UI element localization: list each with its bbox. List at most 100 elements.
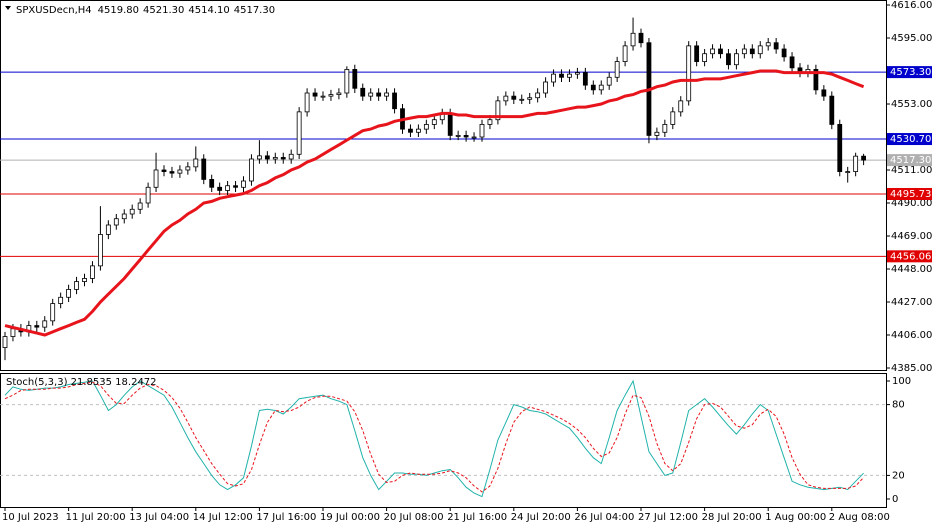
y-tick-label: 4490.00 bbox=[891, 198, 932, 209]
candle-body bbox=[741, 48, 747, 55]
candle-body bbox=[408, 128, 413, 133]
candle-body bbox=[487, 119, 493, 125]
candle-body bbox=[662, 124, 668, 133]
candle-body bbox=[82, 278, 87, 282]
candle-body bbox=[384, 92, 390, 97]
y-tick-label: 20 bbox=[892, 470, 905, 481]
candle-body bbox=[10, 328, 16, 337]
level-label: 4530.70 bbox=[890, 134, 931, 145]
candle-body bbox=[121, 213, 127, 220]
candle-body bbox=[368, 92, 374, 97]
candle-body bbox=[129, 208, 135, 215]
indicator-title: Stoch(5,3,3) 21.8535 18.2472 bbox=[6, 377, 157, 388]
candle-body bbox=[256, 155, 262, 160]
candle-body bbox=[360, 87, 366, 97]
candle-body bbox=[471, 136, 477, 139]
y-tick-label: 4448.00 bbox=[891, 264, 932, 275]
candle-body bbox=[169, 171, 175, 174]
x-tick-label: 24 Jul 20:00 bbox=[511, 512, 571, 523]
candle-body bbox=[718, 48, 723, 55]
level-label: 4495.73 bbox=[890, 189, 931, 200]
x-tick-label: 21 Jul 16:00 bbox=[447, 512, 507, 523]
candle-body bbox=[161, 169, 167, 172]
level-label-box bbox=[887, 250, 932, 263]
candle-body bbox=[328, 94, 334, 97]
candle-body bbox=[241, 180, 246, 188]
x-tick-label: 28 Jul 20:00 bbox=[702, 512, 762, 523]
x-tick-label: 2 Aug 08:00 bbox=[829, 512, 890, 523]
candle-body bbox=[137, 202, 143, 210]
candle-body bbox=[551, 73, 556, 83]
candle-body bbox=[829, 95, 835, 125]
y-tick-label: 80 bbox=[892, 400, 905, 411]
candle-body bbox=[773, 42, 779, 50]
candle-body bbox=[415, 128, 421, 133]
candle-body bbox=[837, 124, 843, 172]
candle-body bbox=[479, 124, 485, 138]
candle-body bbox=[376, 92, 382, 97]
candle-body bbox=[58, 296, 64, 304]
candle-body bbox=[559, 73, 564, 78]
main-panel bbox=[0, 0, 887, 371]
level-label-box bbox=[887, 133, 932, 146]
candle-body bbox=[272, 157, 278, 160]
candle-body bbox=[702, 53, 707, 62]
y-tick-label: 4469.00 bbox=[891, 231, 932, 242]
candle-body bbox=[296, 111, 302, 155]
candle-body bbox=[74, 281, 79, 290]
x-tick-label: 27 Jul 12:00 bbox=[638, 512, 698, 523]
y-tick-label: 4553.00 bbox=[891, 99, 932, 110]
candle-body bbox=[423, 124, 429, 130]
candle-body bbox=[233, 185, 238, 188]
x-tick-label: 19 Jul 00:00 bbox=[320, 512, 380, 523]
stoch-panel bbox=[0, 373, 887, 508]
level-label-box bbox=[887, 154, 932, 167]
level-label: 4517.30 bbox=[890, 155, 931, 166]
candle-body bbox=[765, 42, 771, 47]
candle-body bbox=[527, 97, 533, 100]
moving-average bbox=[4, 69, 865, 337]
y-tick-label: 0 bbox=[892, 494, 898, 505]
level-label-box bbox=[887, 66, 932, 79]
candle-body bbox=[503, 95, 509, 102]
candle-body bbox=[734, 53, 739, 66]
candle-body bbox=[312, 92, 318, 97]
candle-body bbox=[336, 92, 342, 95]
candle-body bbox=[447, 113, 453, 136]
candle-body bbox=[567, 73, 572, 78]
candle-body bbox=[42, 320, 48, 328]
candle-body bbox=[789, 56, 795, 69]
candle-body bbox=[66, 289, 71, 298]
candle-body bbox=[209, 179, 215, 188]
candle-body bbox=[686, 45, 692, 102]
header-value: 4519.80 bbox=[98, 5, 139, 16]
candle-body bbox=[455, 135, 461, 137]
candle-body bbox=[264, 155, 270, 160]
candle-body bbox=[511, 95, 517, 100]
x-tick-label: 17 Jul 16:00 bbox=[256, 512, 316, 523]
candle-body bbox=[757, 45, 763, 55]
candle-body bbox=[201, 158, 207, 180]
y-tick-label: 100 bbox=[892, 376, 911, 387]
candle-body bbox=[614, 61, 620, 78]
candle-body bbox=[749, 48, 755, 55]
candle-body bbox=[145, 186, 151, 204]
candle-body bbox=[185, 166, 191, 171]
header-value: 4514.10 bbox=[188, 5, 229, 16]
candle-body bbox=[113, 218, 119, 226]
stoch-line bbox=[4, 379, 864, 498]
candle-body bbox=[280, 157, 286, 160]
y-tick-label: 4385.00 bbox=[891, 363, 932, 374]
header-value: 4517.30 bbox=[234, 5, 275, 16]
candle-body bbox=[813, 69, 819, 91]
candle-body bbox=[670, 111, 676, 125]
level-label: 4456.06 bbox=[890, 251, 931, 262]
x-tick-label: 26 Jul 04:00 bbox=[574, 512, 634, 523]
stoch-line bbox=[4, 381, 864, 493]
candle-body bbox=[726, 53, 731, 66]
candle-body bbox=[654, 131, 660, 136]
candle-body bbox=[50, 303, 56, 322]
x-tick-label: 13 Jul 04:00 bbox=[129, 512, 189, 523]
candle-body bbox=[630, 32, 636, 47]
